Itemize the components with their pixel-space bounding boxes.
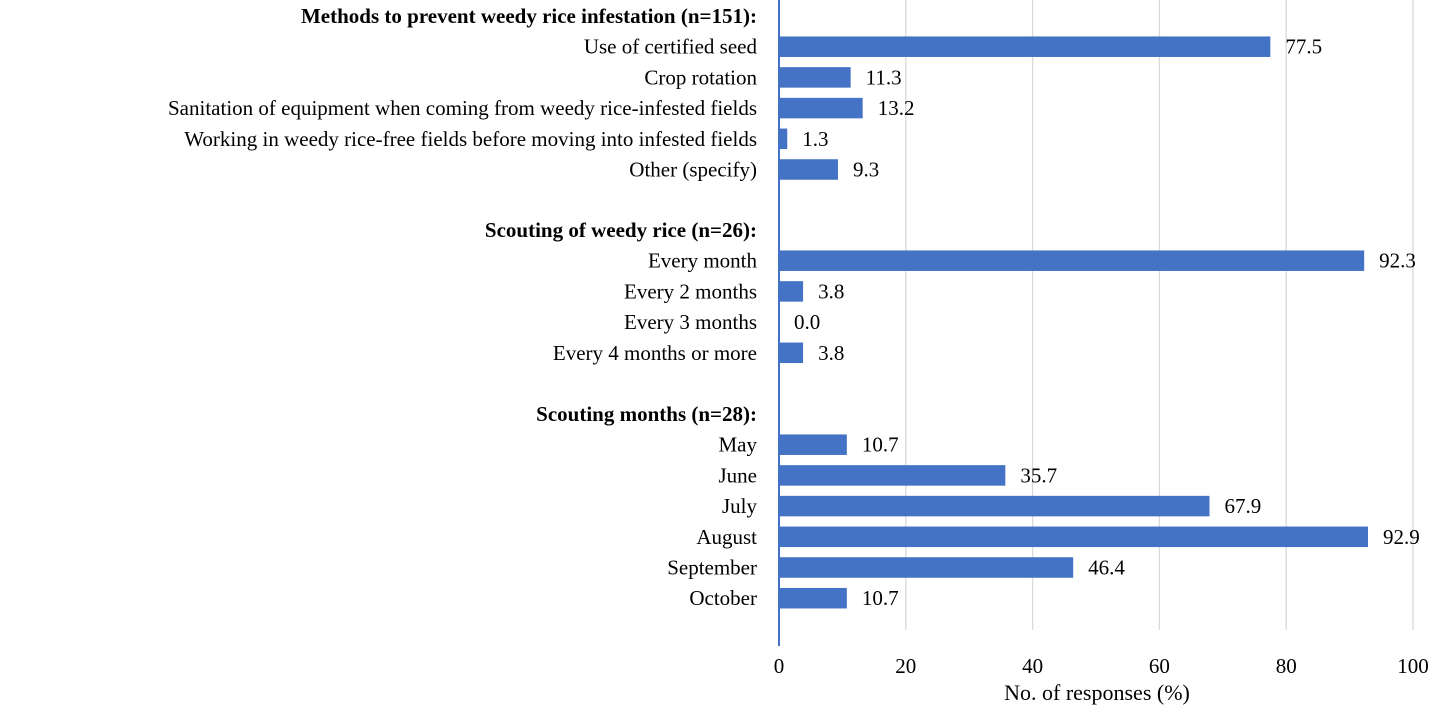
data-label: 77.5 xyxy=(1285,35,1322,59)
data-label: 10.7 xyxy=(862,586,899,610)
data-label: 10.7 xyxy=(862,433,899,457)
x-tick-label: 80 xyxy=(1276,654,1297,678)
data-label: 0.0 xyxy=(794,310,820,334)
data-label: 13.2 xyxy=(878,96,915,120)
data-label: 92.3 xyxy=(1379,249,1416,273)
group-header: Scouting of weedy rice (n=26): xyxy=(485,218,757,242)
x-tick-label: 20 xyxy=(895,654,916,678)
bar xyxy=(779,526,1368,548)
category-labels: Methods to prevent weedy rice infestatio… xyxy=(168,4,757,610)
category-label: July xyxy=(722,494,758,518)
category-label: Other (specify) xyxy=(629,158,757,182)
category-label: Every 2 months xyxy=(624,279,757,303)
category-label: Working in weedy rice-free fields before… xyxy=(184,127,757,151)
category-label: Use of certified seed xyxy=(584,35,758,59)
data-label: 1.3 xyxy=(802,127,828,151)
category-label: Crop rotation xyxy=(644,65,757,89)
bar xyxy=(779,465,1006,486)
data-label: 92.9 xyxy=(1383,525,1420,549)
x-axis-title: No. of responses (%) xyxy=(1004,680,1190,705)
category-label: Every 3 months xyxy=(624,310,757,334)
data-label: 46.4 xyxy=(1088,556,1125,580)
data-label: 3.8 xyxy=(818,279,844,303)
data-label: 9.3 xyxy=(853,158,879,182)
category-label: Every 4 months or more xyxy=(553,341,757,365)
data-label: 3.8 xyxy=(818,341,844,365)
bar xyxy=(779,281,804,302)
data-label: 11.3 xyxy=(866,65,902,89)
group-header: Scouting months (n=28): xyxy=(536,402,757,426)
data-label: 35.7 xyxy=(1020,463,1057,487)
bars xyxy=(779,36,1368,609)
bar xyxy=(779,495,1210,517)
data-label: 67.9 xyxy=(1224,494,1261,518)
bar xyxy=(779,128,788,150)
category-label: September xyxy=(667,556,757,580)
bar xyxy=(779,557,1074,578)
bar xyxy=(779,250,1365,271)
category-label: Every month xyxy=(648,249,758,273)
x-tick-label: 60 xyxy=(1149,654,1170,678)
category-label: Sanitation of equipment when coming from… xyxy=(168,96,757,120)
x-axis: 0 20 40 60 80 100 xyxy=(774,0,1429,678)
category-label: August xyxy=(696,525,757,549)
bar xyxy=(779,36,1271,57)
category-label: May xyxy=(719,433,758,457)
category-label: June xyxy=(719,463,758,487)
gridlines xyxy=(905,0,1414,630)
category-label: October xyxy=(689,586,757,610)
bar xyxy=(779,97,863,119)
bar xyxy=(779,587,847,609)
bar xyxy=(779,159,838,180)
bar xyxy=(779,434,847,455)
bar xyxy=(779,67,851,88)
bar xyxy=(779,342,804,364)
group-header: Methods to prevent weedy rice infestatio… xyxy=(301,4,757,28)
value-labels: 77.5 11.3 13.2 1.3 9.3 92.3 3.8 0.0 3.8 10.7 35.7 6… xyxy=(794,35,1420,611)
x-tick-label: 100 xyxy=(1397,654,1429,678)
x-tick-label: 0 xyxy=(774,654,785,678)
x-tick-label: 40 xyxy=(1022,654,1043,678)
